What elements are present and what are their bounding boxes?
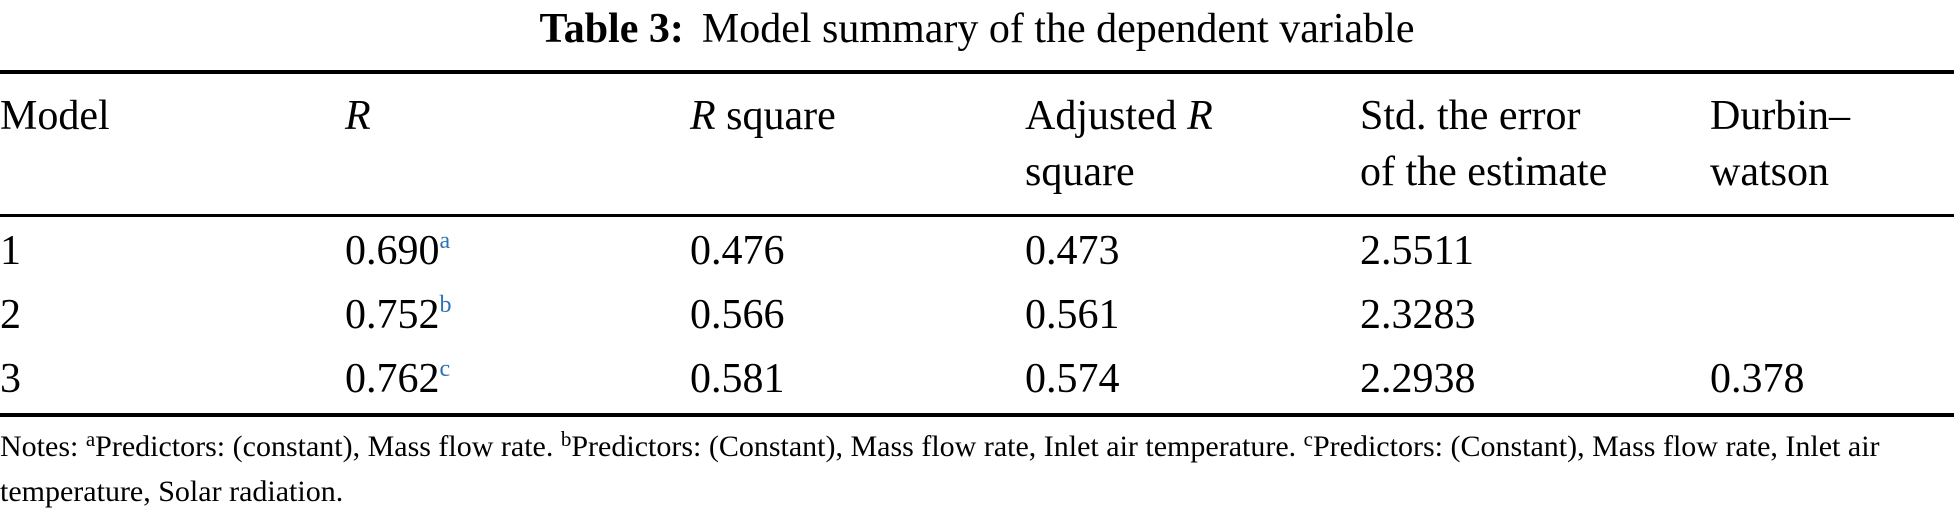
table-header-row: Model R R square Adjusted R square Std. …	[0, 74, 1954, 217]
cell-r-square: 0.581	[690, 356, 785, 402]
header-adjusted-pre: Adjusted	[1025, 93, 1188, 139]
header-durbin-watson: Durbin– watson	[1710, 74, 1954, 214]
header-r-label: R	[345, 93, 371, 139]
table-row: 2 0.752b 0.566 0.561 2.3283	[0, 283, 1954, 347]
header-adjusted-r-square: Adjusted R square	[1025, 74, 1360, 214]
note-superscript-a: a	[85, 427, 96, 451]
cell-adj-r-square: 0.473	[1025, 228, 1120, 274]
cell-r-square: 0.476	[690, 228, 785, 274]
cell-std-error: 2.2938	[1360, 356, 1476, 402]
table-notes: Notes: aPredictors: (constant), Mass flo…	[0, 424, 1954, 514]
cell-r: 0.752b	[345, 283, 690, 347]
header-std-error: Std. the error of the estimate	[1360, 74, 1710, 214]
header-adjusted-line2: square	[1025, 149, 1135, 195]
cell-durbin-watson	[1710, 283, 1954, 347]
cell-r: 0.690a	[345, 219, 690, 283]
note-superscript-c: c	[1303, 427, 1313, 451]
table-row: 3 0.762c 0.581 0.574 2.2938 0.378	[0, 347, 1954, 411]
cell-durbin-watson: 0.378	[1710, 356, 1805, 402]
r-value: 0.690	[345, 228, 440, 274]
note-b-text: Predictors: (Constant), Mass flow rate, …	[571, 430, 1304, 463]
header-adjusted-italic-r: R	[1187, 93, 1213, 139]
cell-std-error: 2.5511	[1360, 228, 1474, 274]
r-superscript: b	[439, 292, 452, 318]
cell-durbin-watson	[1710, 219, 1954, 283]
model-summary-table: Model R R square Adjusted R square Std. …	[0, 70, 1954, 417]
table-number-label: Table 3:	[539, 6, 684, 52]
header-model: Model	[0, 74, 345, 214]
header-durbin-line1: Durbin–	[1710, 93, 1850, 139]
r-superscript: a	[439, 228, 451, 254]
cell-adj-r-square: 0.561	[1025, 292, 1120, 338]
header-model-label: Model	[0, 93, 110, 139]
r-superscript: c	[439, 356, 451, 382]
header-durbin-line2: watson	[1710, 149, 1829, 195]
header-std-error-line1: Std. the error	[1360, 93, 1581, 139]
cell-adj-r-square: 0.574	[1025, 356, 1120, 402]
table-title: Table 3: Model summary of the dependent v…	[0, 2, 1954, 56]
header-r-square-rest: square	[715, 93, 836, 139]
cell-model: 3	[0, 356, 21, 402]
r-value: 0.752	[345, 292, 440, 338]
note-a-text: Predictors: (constant), Mass flow rate.	[95, 430, 561, 463]
cell-r: 0.762c	[345, 347, 690, 411]
table-title-text: Model summary of the dependent variable	[701, 6, 1415, 52]
header-r-square-italic: R	[690, 93, 716, 139]
cell-r-square: 0.566	[690, 292, 785, 338]
header-r-square: R square	[690, 74, 1025, 214]
notes-prefix: Notes:	[0, 430, 86, 463]
header-std-error-line2: of the estimate	[1360, 149, 1608, 195]
cell-model: 1	[0, 228, 21, 274]
note-superscript-b: b	[560, 427, 572, 451]
note-c-text: Predictors: (Constant), Mass flow rate, …	[0, 430, 1880, 508]
header-adjusted-line1: Adjusted R	[1025, 88, 1360, 144]
r-value: 0.762	[345, 356, 440, 402]
cell-std-error: 2.3283	[1360, 292, 1476, 338]
table-row: 1 0.690a 0.476 0.473 2.5511	[0, 219, 1954, 283]
table-body: 1 0.690a 0.476 0.473 2.5511 2 0.752b 0.5…	[0, 217, 1954, 413]
cell-model: 2	[0, 292, 21, 338]
header-r: R	[345, 74, 690, 214]
